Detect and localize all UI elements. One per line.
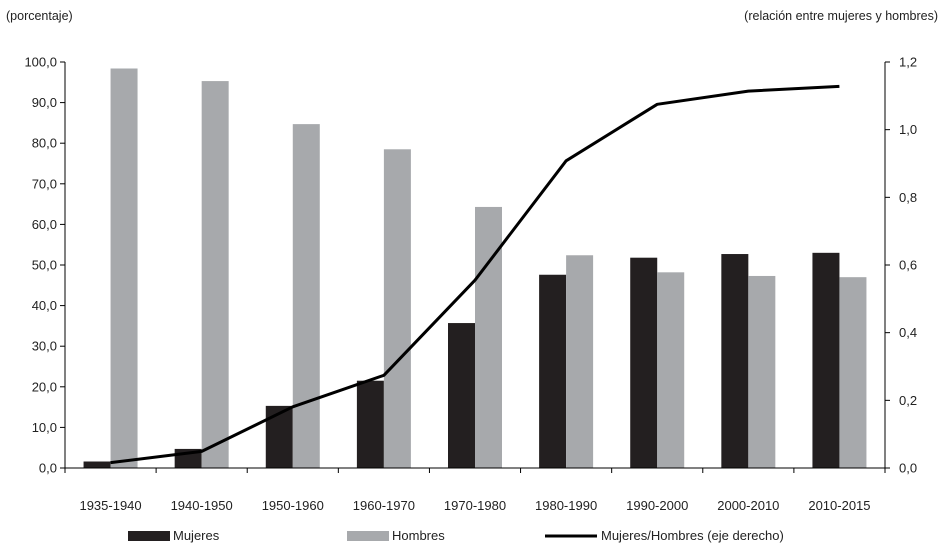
x-tick-label: 1980-1990: [535, 498, 597, 513]
bar-hombres-1950-1960: [292, 124, 320, 469]
bar-hombres-1940-1950: [201, 81, 229, 468]
right-tick-label: 1,0: [899, 122, 917, 137]
bar-hombres-1970-1980: [475, 206, 502, 468]
x-tick-label: 1970-1980: [444, 498, 506, 513]
x-tick-label: 2000-2010: [717, 498, 779, 513]
legend-mujeres-swatch: [128, 531, 170, 541]
bar-hombres-1980-1990: [566, 255, 594, 468]
left-tick-label: 50,0: [32, 258, 57, 273]
bar-mujeres-1960-1970: [356, 380, 384, 468]
legend-hombres-label: Hombres: [392, 528, 445, 543]
bars-layer: [83, 68, 867, 469]
x-tick-label: 1935-1940: [79, 498, 141, 513]
right-axis-unit: (relación entre mujeres y hombres): [744, 9, 938, 23]
x-tick-label: 1940-1950: [171, 498, 233, 513]
line-layer: [110, 84, 840, 465]
right-tick-label: 0,2: [899, 393, 917, 408]
bar-hombres-2000-2010: [748, 275, 776, 468]
left-tick-label: 30,0: [32, 339, 57, 354]
left-axis-unit: (porcentaje): [6, 9, 73, 23]
bar-mujeres-1980-1990: [539, 274, 567, 468]
left-tick-label: 80,0: [32, 136, 57, 151]
bar-mujeres-2000-2010: [721, 254, 749, 468]
right-tick-label: 0,6: [899, 258, 917, 273]
ratio-line: [110, 84, 840, 465]
right-tick-label: 0,8: [899, 190, 917, 205]
x-tick-label: 1950-1960: [262, 498, 324, 513]
bar-hombres-1935-1940: [110, 68, 138, 468]
bar-hombres-1990-2000: [657, 272, 685, 468]
left-tick-label: 100,0: [24, 55, 57, 70]
bar-mujeres-1935-1940: [83, 461, 111, 468]
bar-mujeres-1990-2000: [630, 257, 658, 468]
x-tick-label: 2010-2015: [808, 498, 870, 513]
legend-ratio-label: Mujeres/Hombres (eje derecho): [601, 528, 784, 543]
axes-layer: 0,0 10,0 20,0 30,0 40,0 50,0 60,0 70,0 80,0 90,0 1…: [24, 55, 917, 514]
right-tick-label: 1,2: [899, 55, 917, 70]
x-tick-label: 1990-2000: [626, 498, 688, 513]
x-tick-label: 1960-1970: [353, 498, 415, 513]
left-tick-label: 60,0: [32, 217, 57, 232]
bar-hombres-2010-2015: [839, 277, 867, 468]
bar-mujeres-2010-2015: [812, 252, 840, 468]
left-tick-label: 10,0: [32, 420, 57, 435]
legend: Mujeres Hombres Mujeres/Hombres (eje derec…: [128, 528, 784, 543]
bar-mujeres-1950-1960: [265, 405, 293, 468]
left-tick-label: 40,0: [32, 298, 57, 313]
left-tick-label: 0,0: [39, 461, 57, 476]
legend-mujeres-label: Mujeres: [173, 528, 220, 543]
legend-hombres-swatch: [347, 531, 389, 541]
right-tick-label: 0,4: [899, 325, 917, 340]
left-tick-label: 20,0: [32, 379, 57, 394]
bar-mujeres-1970-1980: [448, 323, 475, 468]
left-tick-label: 90,0: [32, 95, 57, 110]
bar-hombres-1960-1970: [383, 149, 411, 469]
left-tick-label: 70,0: [32, 176, 57, 191]
right-tick-label: 0,0: [899, 461, 917, 476]
